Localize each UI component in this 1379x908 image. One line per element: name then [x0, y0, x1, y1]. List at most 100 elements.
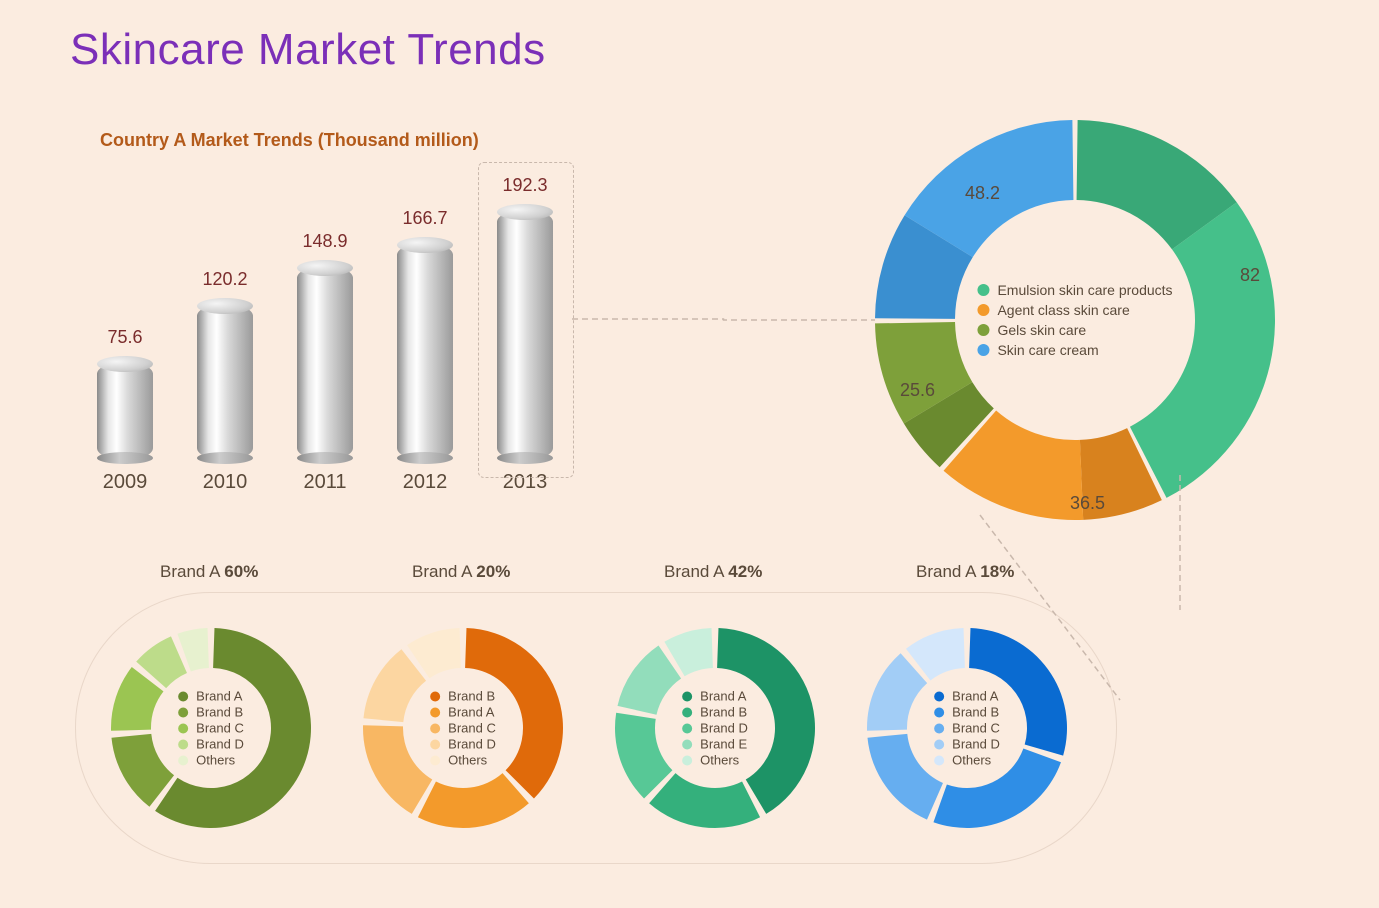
bar-category-label: 2013	[503, 471, 548, 494]
legend-item: Others	[178, 753, 244, 768]
bar-column: 192.32013	[490, 210, 560, 460]
legend-item: Brand B	[682, 705, 748, 720]
legend-item: Others	[430, 753, 496, 768]
bar-value-label: 75.6	[107, 327, 142, 348]
legend-label: Brand B	[448, 689, 495, 704]
legend-label: Brand D	[448, 737, 496, 752]
legend-dot-icon	[178, 691, 188, 701]
legend-label: Gels skin care	[997, 322, 1086, 338]
legend-dot-icon	[430, 707, 440, 717]
brand-donut-legend: Brand ABrand BBrand CBrand DOthers	[934, 688, 1000, 769]
legend-dot-icon	[430, 723, 440, 733]
donut-value-label: 82	[1240, 265, 1260, 286]
legend-item: Brand D	[178, 737, 244, 752]
legend-item: Brand C	[430, 721, 496, 736]
legend-item: Brand C	[934, 721, 1000, 736]
brand-title-pct: 20%	[476, 562, 510, 581]
bar-category-label: 2012	[403, 471, 448, 494]
brand-title-prefix: Brand A	[412, 562, 476, 581]
donut-segment	[363, 649, 426, 722]
legend-item: Brand A	[934, 689, 1000, 704]
legend-item: Brand D	[682, 721, 748, 736]
donut-value-label: 36.5	[1070, 493, 1105, 514]
donut-segment	[617, 645, 681, 714]
donut-segment	[867, 653, 927, 731]
legend-label: Brand A	[448, 705, 494, 720]
legend-label: Brand D	[196, 737, 244, 752]
legend-item: Brand B	[178, 705, 244, 720]
brand-donut-title: Brand A 18%	[916, 562, 1014, 582]
donut-segment	[363, 725, 432, 814]
legend-dot-icon	[178, 755, 188, 765]
legend-label: Emulsion skin care products	[997, 282, 1172, 298]
legend-label: Brand C	[952, 721, 1000, 736]
donut-value-label: 48.2	[965, 183, 1000, 204]
legend-dot-icon	[977, 324, 989, 336]
main-donut-legend: Emulsion skin care products Agent class s…	[977, 278, 1172, 362]
legend-dot-icon	[977, 284, 989, 296]
donut-segment	[867, 734, 943, 820]
donut-segment	[615, 713, 672, 799]
legend-item: Skin care cream	[977, 342, 1172, 358]
legend-dot-icon	[430, 755, 440, 765]
legend-label: Others	[448, 753, 487, 768]
legend-item: Brand B	[934, 705, 1000, 720]
legend-item: Gels skin care	[977, 322, 1172, 338]
legend-label: Brand C	[196, 721, 244, 736]
legend-item: Agent class skin care	[977, 302, 1172, 318]
legend-item: Brand A	[682, 689, 748, 704]
legend-dot-icon	[934, 691, 944, 701]
legend-label: Brand C	[448, 721, 496, 736]
bar-category-label: 2010	[203, 471, 248, 494]
legend-label: Brand D	[952, 737, 1000, 752]
bar-chart-plot: 75.62009120.22010148.92011166.72012192.3…	[70, 170, 670, 500]
legend-item: Brand E	[682, 737, 748, 752]
legend-label: Brand A	[196, 689, 242, 704]
bar-chart-title: Country A Market Trends (Thousand millio…	[100, 130, 479, 151]
bar-chart: Country A Market Trends (Thousand millio…	[70, 130, 670, 500]
donut-value-label: 25.6	[900, 380, 935, 401]
legend-dot-icon	[682, 691, 692, 701]
brand-donut: Brand BBrand ABrand CBrand DOthers	[358, 623, 568, 833]
brand-donut-title: Brand A 20%	[412, 562, 510, 582]
legend-dot-icon	[934, 723, 944, 733]
legend-label: Others	[952, 753, 991, 768]
legend-dot-icon	[178, 707, 188, 717]
brand-title-prefix: Brand A	[664, 562, 728, 581]
bar-value-label: 166.7	[402, 208, 447, 229]
legend-dot-icon	[430, 739, 440, 749]
legend-dot-icon	[682, 707, 692, 717]
brand-row-container: Brand ABrand BBrand CBrand DOthersBrand …	[75, 592, 1117, 864]
bar-category-label: 2011	[303, 471, 346, 494]
page-title: Skincare Market Trends	[70, 25, 546, 75]
legend-label: Brand E	[700, 737, 747, 752]
legend-label: Brand A	[952, 689, 998, 704]
legend-item: Brand A	[430, 705, 496, 720]
legend-dot-icon	[682, 755, 692, 765]
bar-value-label: 148.9	[302, 231, 347, 252]
donut-segment	[111, 734, 174, 807]
brand-title-pct: 42%	[728, 562, 762, 581]
bar-cylinder	[297, 266, 353, 460]
legend-label: Skin care cream	[997, 342, 1098, 358]
legend-label: Brand D	[700, 721, 748, 736]
brand-donut-title: Brand A 42%	[664, 562, 762, 582]
legend-dot-icon	[934, 707, 944, 717]
brand-donut: Brand ABrand BBrand DBrand EOthers	[610, 623, 820, 833]
legend-dot-icon	[682, 723, 692, 733]
legend-label: Agent class skin care	[997, 302, 1129, 318]
bar-column: 166.72012	[390, 243, 460, 460]
donut-segment	[418, 773, 529, 828]
brand-donut: Brand ABrand BBrand CBrand DOthers	[862, 623, 1072, 833]
bar-column: 148.92011	[290, 266, 360, 460]
bar-category-label: 2009	[103, 471, 148, 494]
legend-item: Brand C	[178, 721, 244, 736]
legend-label: Brand A	[700, 689, 746, 704]
brand-donut-legend: Brand BBrand ABrand CBrand DOthers	[430, 688, 496, 769]
bar-cylinder	[397, 243, 453, 460]
legend-dot-icon	[977, 304, 989, 316]
legend-item: Others	[934, 753, 1000, 768]
legend-label: Brand B	[196, 705, 243, 720]
legend-item: Brand B	[430, 689, 496, 704]
legend-dot-icon	[934, 755, 944, 765]
